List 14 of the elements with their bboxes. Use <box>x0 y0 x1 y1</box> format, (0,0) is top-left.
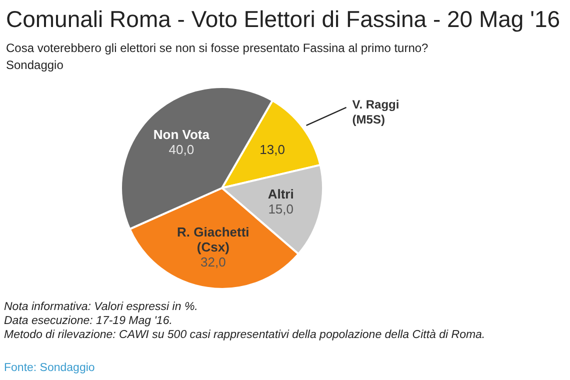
text: Metodo di rilevazione: CAWI su 500 casi rappresentativi della popolazione della Città di Roma. <box>4 328 486 342</box>
data-label: 15,0 <box>268 202 294 217</box>
slice-label: V. Raggi (M5S) <box>352 98 400 127</box>
slice-label: R. Giachetti (Csx) <box>177 224 250 255</box>
text: Nota informativa: Valori espressi in %. <box>4 300 199 314</box>
slice-label: Altri <box>268 186 294 202</box>
slice-label: Non Vota <box>153 127 210 142</box>
chart-title: Comunali Roma - Voto Elettori di Fassina - 20 Mag '16 <box>6 6 560 33</box>
data-label: 40,0 <box>168 142 194 158</box>
data-label: 32,0 <box>200 254 226 270</box>
source-note: Fonte: Sondaggio <box>4 362 95 374</box>
data-label: 13,0 <box>260 142 285 158</box>
chart-subtitle: Cosa voterebbero gli elettori se non si fosse presentato Fassina al primo turno? Sondaggio <box>6 40 428 74</box>
text: Data esecuzione: 17-19 Mag '16. <box>4 314 174 328</box>
